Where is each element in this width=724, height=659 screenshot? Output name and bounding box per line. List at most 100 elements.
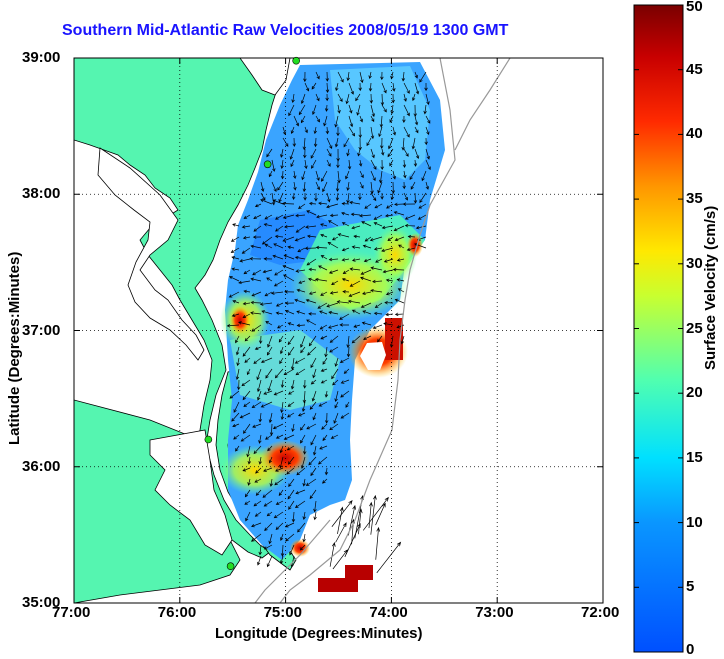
velocity-vector	[254, 203, 262, 208]
velocity-vector	[373, 222, 383, 227]
velocity-vector	[320, 223, 328, 227]
velocity-vector	[318, 401, 328, 407]
velocity-vector	[271, 192, 276, 206]
velocity-vector	[239, 258, 251, 263]
velocity-vector	[320, 291, 328, 296]
velocity-vector	[353, 324, 361, 328]
velocity-vector	[393, 211, 405, 216]
velocity-vector	[258, 456, 262, 465]
velocity-vector	[253, 445, 262, 455]
y-tick-label: 36:00	[22, 457, 61, 475]
velocity-vector	[400, 335, 405, 345]
velocity-vector	[424, 137, 428, 146]
velocity-vector	[253, 225, 262, 232]
velocity-vector	[414, 148, 420, 160]
velocity-vector	[404, 223, 416, 228]
velocity-vector	[287, 245, 295, 249]
velocity-vector	[329, 213, 339, 218]
velocity-vector	[406, 247, 416, 252]
velocity-vector	[370, 148, 375, 159]
velocity-vector	[295, 269, 306, 273]
velocity-vector	[381, 82, 387, 94]
velocity-vector	[308, 201, 317, 206]
velocity-vector	[250, 277, 262, 282]
velocity-vector	[279, 555, 284, 565]
velocity-vector	[351, 245, 361, 249]
velocity-vector	[279, 445, 284, 454]
velocity-vector	[279, 456, 284, 469]
velocity-vector	[265, 434, 273, 440]
velocity-vector	[334, 115, 339, 128]
velocity-vector	[347, 159, 352, 170]
velocity-vector	[288, 390, 295, 395]
velocity-vector	[305, 478, 317, 486]
colorbar-tick-label: 25	[686, 319, 703, 337]
velocity-vector	[235, 346, 240, 356]
velocity-vector	[334, 137, 339, 148]
velocity-vector	[275, 522, 284, 530]
velocity-vector	[275, 214, 284, 220]
velocity-vector	[417, 214, 427, 220]
velocity-vector	[394, 298, 405, 304]
velocity-vector	[312, 412, 317, 421]
velocity-vector	[253, 500, 262, 507]
velocity-vector	[282, 236, 295, 242]
velocity-vector	[321, 170, 328, 182]
velocity-vector	[332, 549, 348, 570]
x-tick-label: 73:00	[475, 604, 514, 621]
velocity-vector	[264, 214, 273, 220]
velocity-vector	[288, 104, 295, 117]
velocity-vector	[341, 258, 350, 262]
velocity-vector	[275, 302, 284, 307]
velocity-vector	[231, 256, 240, 260]
velocity-vector	[300, 93, 306, 105]
velocity-vector	[335, 192, 340, 201]
velocity-vector	[325, 82, 330, 94]
velocity-vector	[339, 357, 350, 363]
velocity-vector	[335, 181, 340, 192]
velocity-vector	[328, 269, 339, 274]
velocity-vector	[356, 104, 361, 116]
velocity-vector	[288, 478, 295, 487]
velocity-vector	[349, 267, 361, 271]
velocity-vector	[331, 280, 339, 286]
velocity-vector	[351, 309, 361, 315]
velocity-vector	[394, 236, 405, 242]
velocity-vector	[254, 478, 262, 483]
velocity-vector	[403, 148, 409, 157]
velocity-vector	[348, 126, 355, 137]
velocity-vector	[310, 467, 317, 477]
velocity-vector	[233, 401, 240, 413]
velocity-vector	[256, 379, 262, 393]
colorbar-tick-label: 40	[686, 125, 703, 143]
velocity-vector	[310, 148, 317, 159]
velocity-vector	[370, 266, 383, 271]
velocity-vector	[322, 357, 328, 365]
velocity-vector	[313, 511, 317, 521]
radar-station-marker	[204, 435, 213, 444]
velocity-vector	[358, 159, 363, 167]
velocity-vector	[251, 401, 262, 409]
velocity-vector	[373, 247, 383, 251]
velocity-vector	[312, 445, 317, 456]
velocity-vector	[258, 412, 263, 423]
velocity-vector	[238, 280, 251, 285]
velocity-vector	[402, 159, 407, 169]
velocity-vector	[311, 159, 317, 169]
velocity-vector	[297, 522, 306, 533]
velocity-vector	[298, 280, 306, 284]
velocity-vector	[247, 478, 251, 486]
velocity-vector	[263, 390, 273, 395]
velocity-vector	[315, 181, 320, 191]
velocity-vector	[261, 310, 273, 315]
velocity-vector	[407, 234, 416, 239]
velocity-vector	[385, 291, 394, 296]
velocity-vector	[280, 544, 285, 557]
map-grid	[74, 58, 603, 603]
velocity-vector	[315, 71, 320, 80]
velocity-vector	[278, 335, 284, 343]
velocity-vector	[370, 170, 376, 182]
velocity-vector	[401, 71, 406, 82]
velocity-vector	[268, 412, 273, 424]
velocity-vector	[320, 379, 328, 384]
